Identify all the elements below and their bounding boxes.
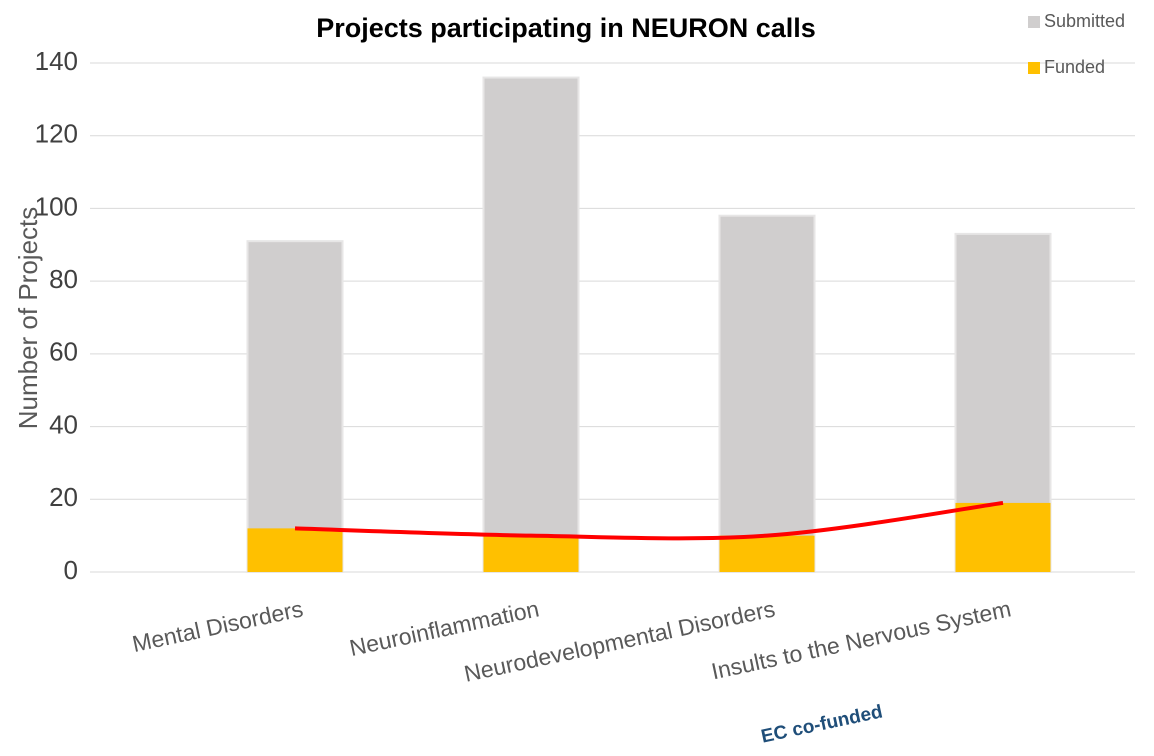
annotation: EC co-funded — [759, 701, 884, 747]
y-tick-label: 100 — [35, 191, 78, 221]
bar — [955, 502, 1051, 572]
bar — [718, 214, 816, 573]
bar — [247, 528, 343, 572]
bar — [246, 240, 344, 573]
chart-title: Projects participating in NEURON calls — [316, 13, 816, 43]
trend-line — [294, 500, 1004, 541]
y-tick-label: 120 — [35, 119, 78, 149]
legend-label: Submitted — [1044, 11, 1125, 31]
legend-label: Funded — [1044, 57, 1105, 77]
y-tick-label: 140 — [35, 46, 78, 76]
y-tick-label: 0 — [64, 555, 78, 585]
x-tick-label: Mental Disorders — [130, 595, 305, 657]
legend-swatch — [1028, 62, 1040, 74]
bar — [482, 76, 580, 574]
y-tick-label: 60 — [49, 337, 78, 367]
y-tick-label: 20 — [49, 482, 78, 512]
bar — [483, 535, 579, 572]
bar — [719, 535, 815, 572]
y-axis-label: Number of Projects — [13, 207, 43, 430]
y-tick-label: 40 — [49, 409, 78, 439]
legend-swatch — [1028, 16, 1040, 28]
y-tick-label: 80 — [49, 264, 78, 294]
